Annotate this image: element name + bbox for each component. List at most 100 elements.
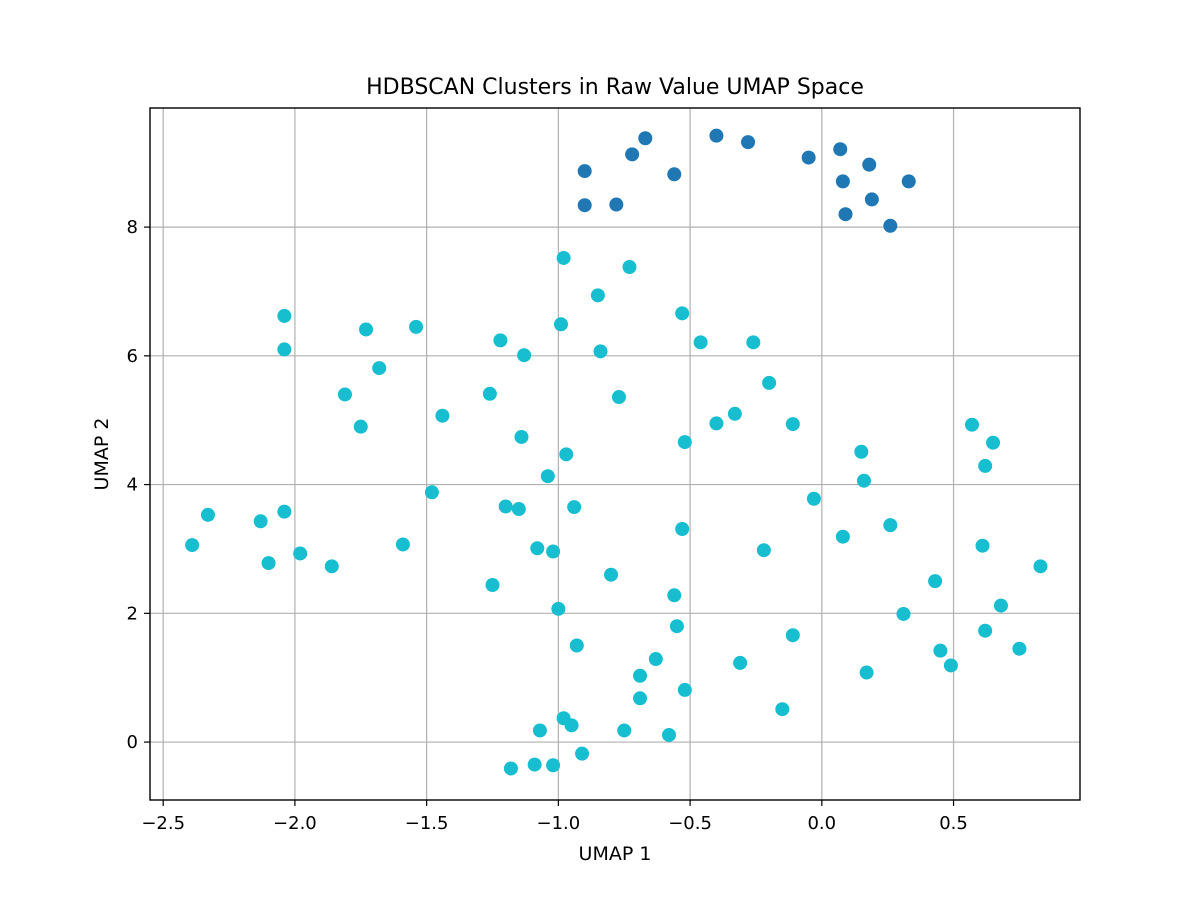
data-point [517,348,532,363]
data-point [835,529,850,544]
data-point [662,727,677,742]
data-point [883,518,898,533]
data-point [709,128,724,143]
data-point [838,207,853,222]
plot-frame [149,107,1081,801]
data-point [859,665,874,680]
data-point [975,538,990,553]
data-point [775,702,790,717]
data-point [253,514,268,529]
y-tick-label: 6 [127,346,138,367]
data-point [633,668,648,683]
data-point [277,342,292,357]
data-point [854,444,869,459]
data-point [577,198,592,213]
data-point [540,469,555,484]
data-point [667,167,682,182]
data-point [633,691,648,706]
y-tick-label: 8 [127,217,138,238]
data-point [493,333,508,348]
data-point [677,682,692,697]
data-point [741,135,756,150]
x-tick-label: −2.0 [273,813,317,834]
data-point [609,197,624,212]
data-point [928,574,943,589]
y-tick-label: 4 [127,475,138,496]
data-point [964,417,979,432]
data-point [511,502,526,517]
data-point [785,417,800,432]
data-point [883,218,898,233]
data-point [864,192,879,207]
data-point [498,499,513,514]
data-point [559,447,574,462]
data-point [527,757,542,772]
data-point [395,537,410,552]
data-point [978,458,993,473]
data-point [625,147,640,162]
data-point [353,419,368,434]
data-point [577,164,592,179]
data-point [993,598,1008,613]
x-axis-label: UMAP 1 [579,843,652,865]
data-point [546,758,561,773]
data-point [546,544,561,559]
data-point [590,288,605,303]
data-point [569,638,584,653]
data-point [638,131,653,146]
data-point [277,504,292,519]
data-point [514,429,529,444]
data-point [835,174,850,189]
data-point [293,546,308,561]
data-point [801,150,816,165]
data-point [261,556,276,571]
y-tick-label: 2 [127,603,138,624]
data-point [896,606,911,621]
data-point [901,174,916,189]
y-axis-label: UMAP 2 [91,418,113,491]
data-point [785,628,800,643]
data-point [756,543,771,558]
data-point [482,386,497,401]
data-point [675,306,690,321]
data-point [862,157,877,172]
data-point [727,406,742,421]
x-tick-label: 0.0 [807,813,836,834]
data-point [978,623,993,638]
data-point [200,507,215,522]
x-tick-label: −1.5 [405,813,449,834]
data-point [324,559,339,574]
data-point [567,500,582,515]
data-point [424,485,439,500]
data-point [593,344,608,359]
data-point [604,567,619,582]
data-point [675,521,690,536]
x-tick-label: −1.0 [536,813,580,834]
data-point [933,643,948,658]
data-point [622,259,637,274]
data-point [435,408,450,423]
grid-lines [150,108,1080,800]
data-point [277,308,292,323]
y-tick-label: 0 [127,732,138,753]
data-point [986,435,1001,450]
data-point [337,387,352,402]
x-axis-ticks: −2.5 −2.0 −1.5 −1.0 −0.5 0.0 0.5 [141,800,968,834]
data-point [677,435,692,450]
data-point [733,655,748,670]
data-point [856,473,871,488]
data-point [762,375,777,390]
y-axis-ticks: 0 2 4 6 8 [127,217,150,753]
data-point [553,317,568,332]
data-point [556,250,571,265]
data-point [611,390,626,405]
data-point [409,319,424,334]
data-point [530,541,545,556]
x-tick-label: −0.5 [668,813,712,834]
data-point [359,322,374,337]
data-point [669,619,684,634]
data-point [503,761,518,776]
x-tick-label: −2.5 [141,813,185,834]
